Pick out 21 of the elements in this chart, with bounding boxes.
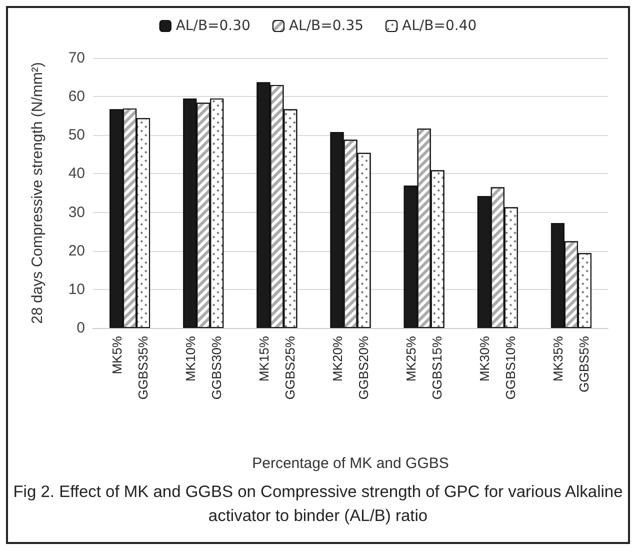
y-tick-label: 20 [68, 242, 85, 260]
y-tick-label: 60 [68, 88, 85, 106]
x-axis-title: Percentage of MK and GGBS [252, 455, 449, 472]
x-tick-label: MK30% GGBS10% [477, 336, 518, 400]
legend-label: AL/B=0.35 [288, 18, 364, 34]
y-axis-title: 28 days Compressive strength (N/mm²) [29, 62, 46, 324]
x-tick-label: MK10% GGBS30% [182, 336, 224, 400]
legend-label: AL/B=0.40 [402, 18, 477, 34]
x-tick-label: MK5% GGBS35% [109, 336, 150, 400]
y-tick-label: 10 [68, 280, 85, 298]
y-tick-label: 0 [76, 320, 85, 336]
x-tick-label: MK35% GGBS5% [550, 336, 592, 392]
y-tick-label: 30 [68, 204, 85, 221]
y-tick-label: 50 [68, 126, 85, 144]
x-tick-label: MK20% GGBS20% [330, 336, 371, 400]
legend-label: AL/B=0.30 [176, 18, 250, 34]
y-tick-label: 40 [68, 165, 85, 182]
y-tick-label: 70 [68, 50, 85, 66]
caption: Fig 2. Effect of MK and GGBS on Compressive strength of GPC for various Alkaline activator to binder (AL/B) ratio [12, 482, 624, 527]
x-tick-label: MK25% GGBS15% [404, 336, 445, 400]
x-tick-label: MK15% GGBS25% [256, 336, 298, 400]
